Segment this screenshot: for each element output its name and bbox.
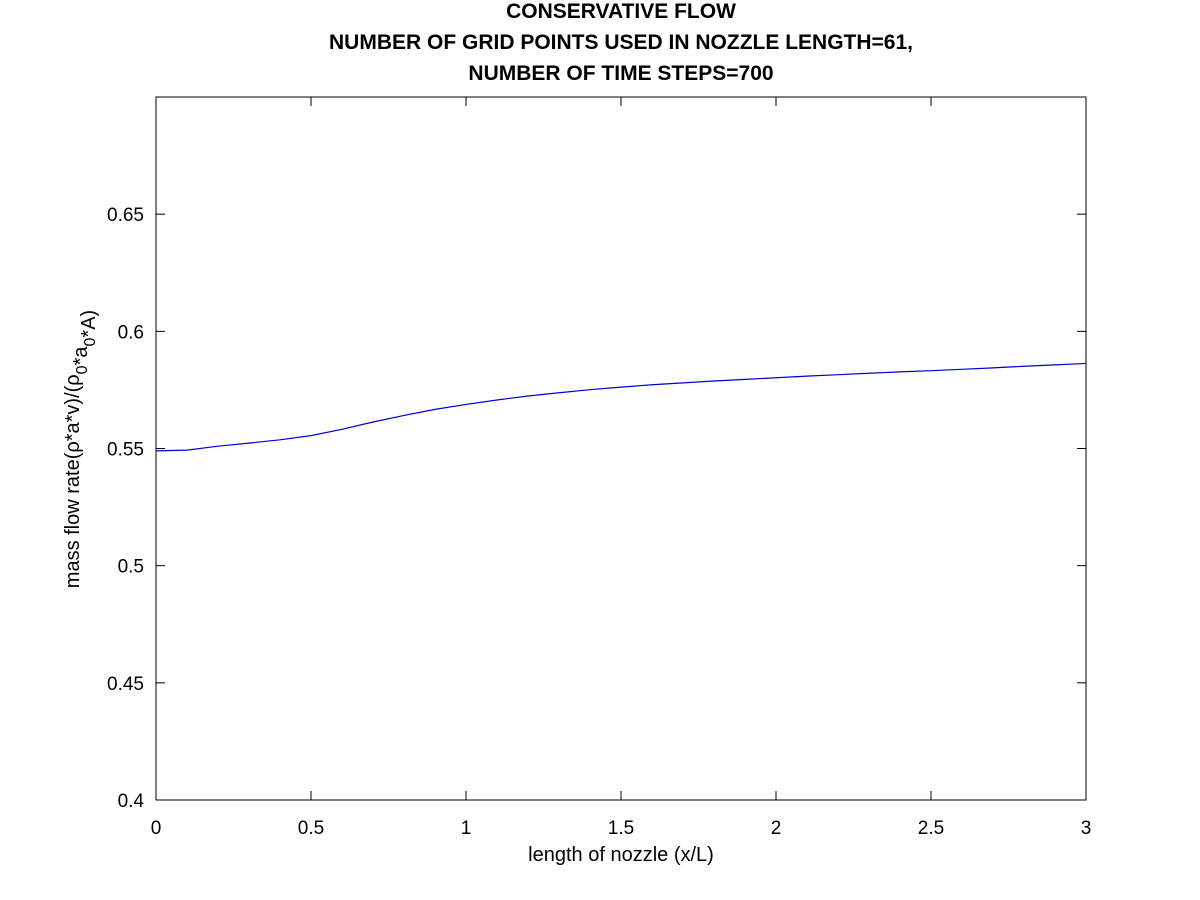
x-axis-label: length of nozzle (x/L) (528, 844, 714, 866)
y-tick-label: 0.5 (118, 557, 144, 578)
x-tick-label: 2.5 (918, 818, 944, 839)
y-tick-label: 0.55 (107, 440, 144, 461)
chart-title: CONSERVATIVE FLOW NUMBER OF GRID POINTS U… (329, 0, 913, 85)
chart-title-line: NUMBER OF GRID POINTS USED IN NOZZLE LEN… (329, 31, 913, 54)
chart-title-line: CONSERVATIVE FLOW (506, 0, 736, 23)
y-tick-label: 0.6 (118, 322, 144, 343)
series-line (155, 362, 1087, 452)
x-tick-label: 1 (461, 818, 472, 839)
x-tick-label: 0.5 (298, 818, 324, 839)
axis-ticks (155, 97, 1087, 801)
x-tick-label: 2 (771, 818, 782, 839)
chart-title-line: NUMBER OF TIME STEPS=700 (468, 62, 773, 85)
y-tick-label: 0.45 (107, 674, 144, 695)
y-tick-label: 0.4 (118, 791, 145, 812)
x-tick-label: 3 (1081, 818, 1092, 839)
x-tick-label: 0 (151, 818, 162, 839)
x-tick-label: 1.5 (608, 818, 634, 839)
plot-area (155, 96, 1087, 801)
tick-labels: 0 0.5 1 1.5 2 2.5 3 0.4 0.45 0.5 0.55 0.6 0.65 (107, 205, 1091, 839)
y-tick-label: 0.65 (107, 205, 144, 226)
y-axis-label: mass flow rate(ρ*a*v)/(ρ0*a0*A) (62, 310, 100, 588)
